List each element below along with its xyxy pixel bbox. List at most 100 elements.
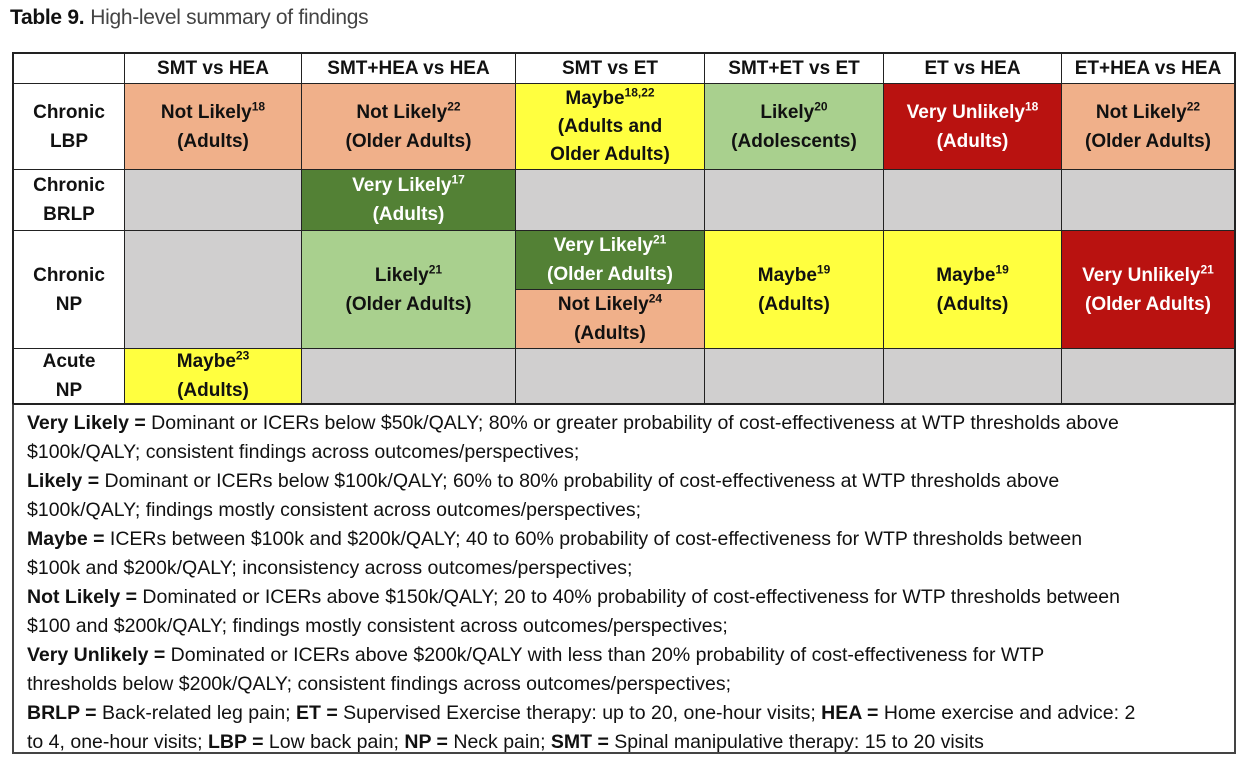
abbreviations-line: BRLP = Back-related leg pain; ET = Super… — [27, 699, 1222, 728]
finding-cell: Likely21 (Older Adults) — [302, 231, 516, 349]
empty-cell — [1062, 170, 1234, 231]
definition-text: to 4, one-hour visits; — [27, 731, 209, 753]
reference: 21 — [652, 232, 667, 247]
row-label: Acute NP — [14, 349, 125, 403]
population: (Older Adults) — [1085, 130, 1211, 152]
empty-cell — [125, 170, 302, 231]
column-header: SMT+HEA vs HEA — [302, 54, 516, 84]
rating: Very Likely17 — [352, 172, 465, 196]
reference: 24 — [648, 291, 663, 306]
empty-cell — [302, 349, 516, 403]
population: Older Adults) — [550, 143, 670, 165]
definition-text: Dominant or ICERs below $100k/QALY; 60% … — [99, 470, 1060, 492]
population: (Adults) — [936, 293, 1009, 315]
definition-text: Dominated or ICERs above $150k/QALY; 20 … — [137, 586, 1120, 608]
term: HEA = — [821, 702, 879, 724]
definition-very-unlikely-cont: thresholds below $200k/QALY; consistent … — [27, 673, 731, 695]
population: (Adults) — [372, 204, 445, 225]
reference: 21 — [1200, 262, 1214, 277]
rating: Very Unlikely18 — [906, 99, 1039, 123]
rating: Maybe19 — [757, 262, 831, 286]
definition-text: Home exercise and advice: 2 — [878, 702, 1136, 724]
definition-text: Neck pain; — [447, 731, 551, 753]
definition-very-likely: Very Likely = Dominant or ICERs below $5… — [27, 409, 1222, 438]
population: (Adults and — [557, 115, 663, 137]
reference: 18 — [251, 99, 266, 114]
definition-maybe: Maybe = ICERs between $100k and $200k/QA… — [27, 525, 1222, 554]
column-header: SMT vs ET — [516, 54, 705, 84]
definition-not-likely: Not Likely = Dominated or ICERs above $1… — [27, 583, 1222, 612]
population: (Older Adults) — [345, 293, 472, 315]
term: Not Likely = — [27, 586, 137, 608]
population: (Adults) — [574, 323, 646, 344]
term: SMT = — [550, 731, 609, 753]
population: (Older Adults) — [1085, 293, 1211, 315]
row-label-line: Chronic — [33, 175, 105, 196]
row-label-line: Chronic — [33, 264, 105, 286]
term: ET = — [296, 702, 338, 724]
rating: Very Likely21 — [553, 232, 667, 256]
rating: Not Likely24 — [557, 291, 663, 315]
row-label: Chronic NP — [14, 231, 125, 349]
definition-text: ICERs between $100k and $200k/QALY; 40 t… — [104, 528, 1083, 550]
term: BRLP = — [27, 702, 97, 724]
table-title: Table 9. High-level summary of findings — [10, 6, 369, 30]
finding-cell: Not Likely22 (Older Adults) — [302, 84, 516, 170]
definition-likely-cont: $100k/QALY; findings mostly consistent a… — [27, 499, 641, 521]
rating: Not Likely22 — [1095, 99, 1201, 123]
population: (Adults) — [936, 130, 1009, 152]
empty-cell — [125, 231, 302, 349]
table-number: Table 9. — [10, 6, 85, 29]
row-label-line: NP — [55, 380, 83, 401]
finding-cell: Maybe19 (Adults) — [884, 231, 1062, 349]
empty-cell — [705, 349, 884, 403]
empty-cell — [884, 170, 1062, 231]
reference: 19 — [816, 262, 831, 277]
rating: Very Unlikely21 — [1082, 262, 1214, 286]
row-label-line: NP — [55, 293, 83, 315]
finding-cell: Not Likely18 (Adults) — [125, 84, 302, 170]
finding-cell: Very Unlikely21 (Older Adults) — [1062, 231, 1234, 349]
definition-maybe-cont: $100k and $200k/QALY; inconsistency acro… — [27, 557, 633, 579]
reference: 18 — [1024, 99, 1039, 114]
definition-text: Dominant or ICERs below $50k/QALY; 80% o… — [145, 412, 1119, 434]
term: Very Likely = — [27, 412, 146, 434]
rating: Maybe23 — [176, 348, 250, 372]
definition-text: Dominated or ICERs above $200k/QALY with… — [165, 644, 1045, 666]
definition-text: Spinal manipulative therapy: 15 to 20 vi… — [608, 731, 984, 753]
empty-cell — [516, 349, 705, 403]
term: LBP = — [208, 731, 264, 753]
term: NP = — [404, 731, 448, 753]
finding-cell: Maybe18,22 (Adults and Older Adults) — [516, 84, 705, 170]
column-header: ET vs HEA — [884, 54, 1062, 84]
reference: 23 — [235, 348, 250, 363]
table-footnotes: Very Likely = Dominant or ICERs below $5… — [12, 404, 1236, 754]
reference: 18,22 — [624, 85, 655, 100]
definition-very-likely-cont: $100k/QALY; consistent findings across o… — [27, 441, 580, 463]
finding-cell: Not Likely24 (Adults) — [516, 290, 705, 349]
rating: Not Likely18 — [160, 99, 266, 123]
header-corner — [14, 54, 125, 84]
population: (Older Adults) — [345, 130, 472, 152]
finding-cell: Maybe19 (Adults) — [705, 231, 884, 349]
finding-cell: Very Unlikely18 (Adults) — [884, 84, 1062, 170]
rating: Maybe19 — [936, 262, 1009, 286]
empty-cell — [705, 170, 884, 231]
finding-cell: Maybe23 (Adults) — [125, 349, 302, 403]
definition-not-likely-cont: $100 and $200k/QALY; findings mostly con… — [27, 615, 728, 637]
reference: 17 — [451, 172, 465, 187]
abbreviations-line: to 4, one-hour visits; LBP = Low back pa… — [27, 728, 1222, 757]
column-header: SMT+ET vs ET — [705, 54, 884, 84]
column-header: ET+HEA vs HEA — [1062, 54, 1234, 84]
term: Likely = — [27, 470, 100, 492]
rating: Not Likely22 — [356, 99, 461, 123]
findings-table: SMT vs HEA SMT+HEA vs HEA SMT vs ET SMT+… — [12, 52, 1236, 405]
finding-cell: Very Likely17 (Adults) — [302, 170, 516, 231]
reference: 21 — [428, 262, 443, 277]
population: (Adults) — [177, 380, 249, 401]
column-header: SMT vs HEA — [125, 54, 302, 84]
finding-cell: Not Likely22 (Older Adults) — [1062, 84, 1234, 170]
term: Very Unlikely = — [27, 644, 166, 666]
row-label-line: LBP — [50, 130, 88, 152]
empty-cell — [516, 170, 705, 231]
